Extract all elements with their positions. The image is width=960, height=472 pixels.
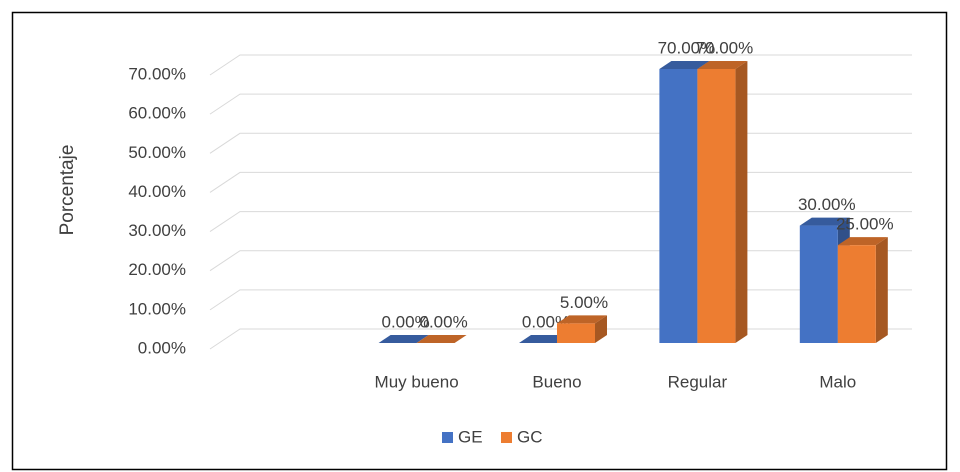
data-label: 0.00%: [419, 312, 467, 331]
data-label: 5.00%: [560, 293, 608, 312]
bar-top: [799, 217, 850, 226]
x-tick-label: Malo: [819, 372, 856, 391]
y-tick-label: 20.00%: [128, 260, 186, 279]
data-label: 70.00%: [696, 38, 754, 57]
data-label: 70.00%: [658, 38, 716, 57]
bar-side: [875, 237, 888, 343]
legend-label: GE: [458, 427, 483, 446]
bar-top: [659, 61, 710, 69]
bar: [697, 69, 736, 343]
y-tick-label: 40.00%: [128, 182, 186, 201]
data-label: 25.00%: [836, 215, 894, 234]
y-tick-label: 30.00%: [128, 221, 186, 240]
legend-label: GC: [517, 427, 543, 446]
bar: [837, 245, 876, 343]
y-tick-label: 10.00%: [128, 299, 186, 318]
legend-swatch: [501, 432, 512, 443]
y-axis-label: Porcentaje: [57, 145, 78, 236]
bar-side: [735, 61, 748, 343]
x-tick-label: Regular: [668, 372, 728, 391]
bar: [659, 69, 698, 343]
bar-top: [378, 335, 429, 343]
bar: [799, 225, 838, 343]
data-label: 30.00%: [798, 195, 856, 214]
y-tick-label: 0.00%: [138, 338, 186, 357]
bar-top: [697, 61, 748, 69]
data-label: 0.00%: [381, 312, 429, 331]
chart-border: [11, 11, 948, 471]
y-tick-label: 70.00%: [128, 64, 186, 83]
grid-line: [209, 54, 912, 76]
bar-top: [519, 335, 569, 343]
legend-swatch: [442, 432, 453, 443]
bar-top: [837, 237, 888, 246]
bar-top: [557, 315, 607, 324]
bar-side: [595, 315, 607, 343]
x-tick-label: Bueno: [532, 372, 581, 391]
bar-top: [416, 335, 467, 343]
y-tick-label: 50.00%: [128, 143, 186, 162]
y-tick-label: 60.00%: [128, 104, 186, 123]
x-tick-label: Muy bueno: [375, 372, 459, 391]
bar: [557, 323, 595, 343]
